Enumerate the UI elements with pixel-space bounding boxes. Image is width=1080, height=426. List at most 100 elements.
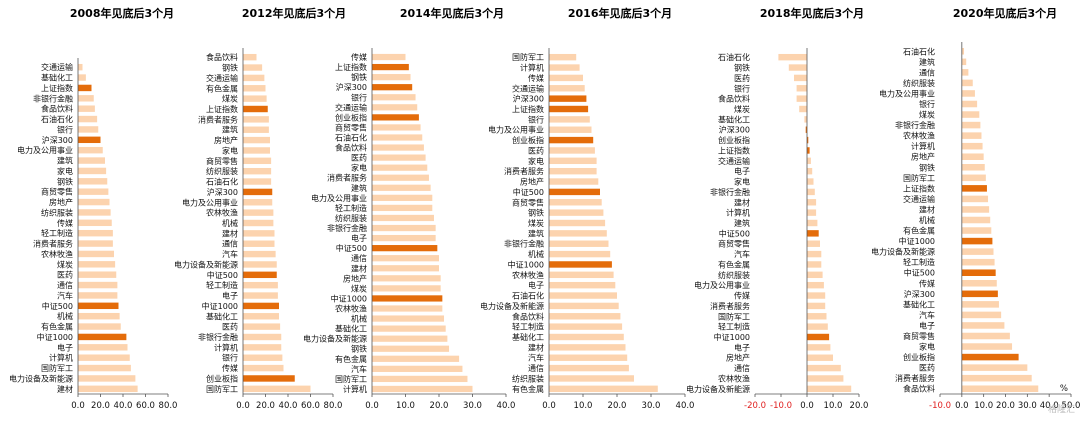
bar xyxy=(961,216,991,224)
category-label: 房地产 xyxy=(520,177,544,187)
bar xyxy=(372,265,439,272)
bar xyxy=(549,302,619,310)
bar xyxy=(549,344,626,351)
category-label: 医药 xyxy=(528,145,544,155)
bar xyxy=(549,261,612,268)
bar xyxy=(807,385,852,393)
category-label: 家电 xyxy=(528,156,544,166)
bar xyxy=(549,271,614,279)
category-label: 石油石化 xyxy=(512,291,544,301)
category-label: 轻工制造 xyxy=(41,228,73,238)
category-label: 建材 xyxy=(919,204,935,214)
bar xyxy=(549,178,599,185)
tick-label: -10.0 xyxy=(929,401,951,411)
bar xyxy=(961,301,999,308)
category-label: 房地产 xyxy=(214,135,238,145)
category-label: 电力设备及新能源 xyxy=(9,373,73,383)
category-label: 房地产 xyxy=(343,273,367,283)
category-label: 医药 xyxy=(222,322,238,332)
unit-label: % xyxy=(1060,384,1068,394)
bar xyxy=(243,157,272,165)
category-label: 钢铁 xyxy=(222,63,238,73)
category-label: 银行 xyxy=(528,114,544,124)
tick-label: 10.0 xyxy=(396,401,415,411)
category-label: 消费者服务 xyxy=(504,166,544,176)
bar xyxy=(804,116,807,123)
category-label: 轻工制造 xyxy=(206,280,238,290)
category-label: 石油石化 xyxy=(903,46,935,56)
bar xyxy=(243,375,295,382)
category-label: 纺织服装 xyxy=(903,78,935,88)
category-label: 建材 xyxy=(222,228,238,238)
category-label: 中证1000 xyxy=(714,332,750,342)
bar xyxy=(372,144,424,151)
category-label: 上证指数 xyxy=(41,83,73,93)
bar xyxy=(372,245,438,252)
bar xyxy=(549,64,580,71)
category-label: 纺织服装 xyxy=(512,373,544,383)
category-label: 电子 xyxy=(734,166,750,176)
tick-label: 0.0 xyxy=(800,401,814,411)
tick-label: 80.0 xyxy=(324,401,343,411)
bar xyxy=(243,136,270,144)
category-label: 农林牧渔 xyxy=(335,304,367,314)
tick-label: 30.0 xyxy=(642,401,661,411)
bar xyxy=(961,332,1010,340)
bar xyxy=(78,271,117,278)
watermark: 格隆汇 xyxy=(1048,403,1075,415)
bar xyxy=(807,240,820,247)
bar xyxy=(372,124,421,131)
category-label: 食品饮料 xyxy=(512,311,544,321)
category-label: 中证1000 xyxy=(37,332,73,342)
category-label: 消费者服务 xyxy=(198,114,238,124)
bar xyxy=(78,105,95,112)
bar xyxy=(372,305,443,312)
category-label: 商贸零售 xyxy=(512,197,544,207)
tick-label: 20.0 xyxy=(608,401,627,411)
category-label: 钢铁 xyxy=(351,72,367,82)
category-label: 计算机 xyxy=(343,384,367,394)
category-label: 电力及公用事业 xyxy=(311,193,367,203)
bar xyxy=(372,355,460,362)
category-label: 煤炭 xyxy=(528,218,544,228)
category-label: 有色金属 xyxy=(41,322,73,332)
bar xyxy=(549,199,602,206)
bar xyxy=(807,219,818,227)
bar xyxy=(961,195,989,203)
category-label: 纺织服装 xyxy=(41,207,73,217)
bar xyxy=(549,292,617,299)
bar xyxy=(549,116,590,123)
category-label: 电力设备及新能源 xyxy=(480,301,544,311)
category-label: 家电 xyxy=(57,166,73,176)
category-label: 轻工制造 xyxy=(512,322,544,332)
bar xyxy=(961,174,986,182)
category-label: 电子 xyxy=(528,280,544,290)
bar xyxy=(807,136,809,144)
bar xyxy=(78,188,109,195)
bar xyxy=(961,385,1039,392)
bar xyxy=(372,335,448,342)
category-label: 消费者服务 xyxy=(895,373,935,383)
category-label: 有色金属 xyxy=(718,259,750,269)
tick-label: 80.0 xyxy=(159,401,178,411)
category-label: 汽车 xyxy=(57,290,73,300)
bar xyxy=(961,90,975,97)
category-label: 建筑 xyxy=(528,228,544,238)
bar xyxy=(807,209,817,216)
category-label: 基础化工 xyxy=(718,114,750,124)
category-label: 电力设备及新能源 xyxy=(303,334,367,344)
bar xyxy=(372,385,473,393)
category-label: 交通运输 xyxy=(512,83,544,93)
tick-label: 40.0 xyxy=(114,401,133,411)
category-label: 国防军工 xyxy=(512,52,544,62)
bar xyxy=(372,164,428,171)
category-label: 非银行金融 xyxy=(327,223,367,233)
category-label: 电子 xyxy=(57,342,73,352)
bar xyxy=(549,250,611,258)
bar xyxy=(372,285,441,292)
bar xyxy=(78,292,118,299)
chart-title: 2016年见底后3个月 xyxy=(568,6,672,20)
bar xyxy=(78,385,138,393)
category-label: 中证1000 xyxy=(331,293,367,303)
category-label: 银行 xyxy=(919,99,935,109)
